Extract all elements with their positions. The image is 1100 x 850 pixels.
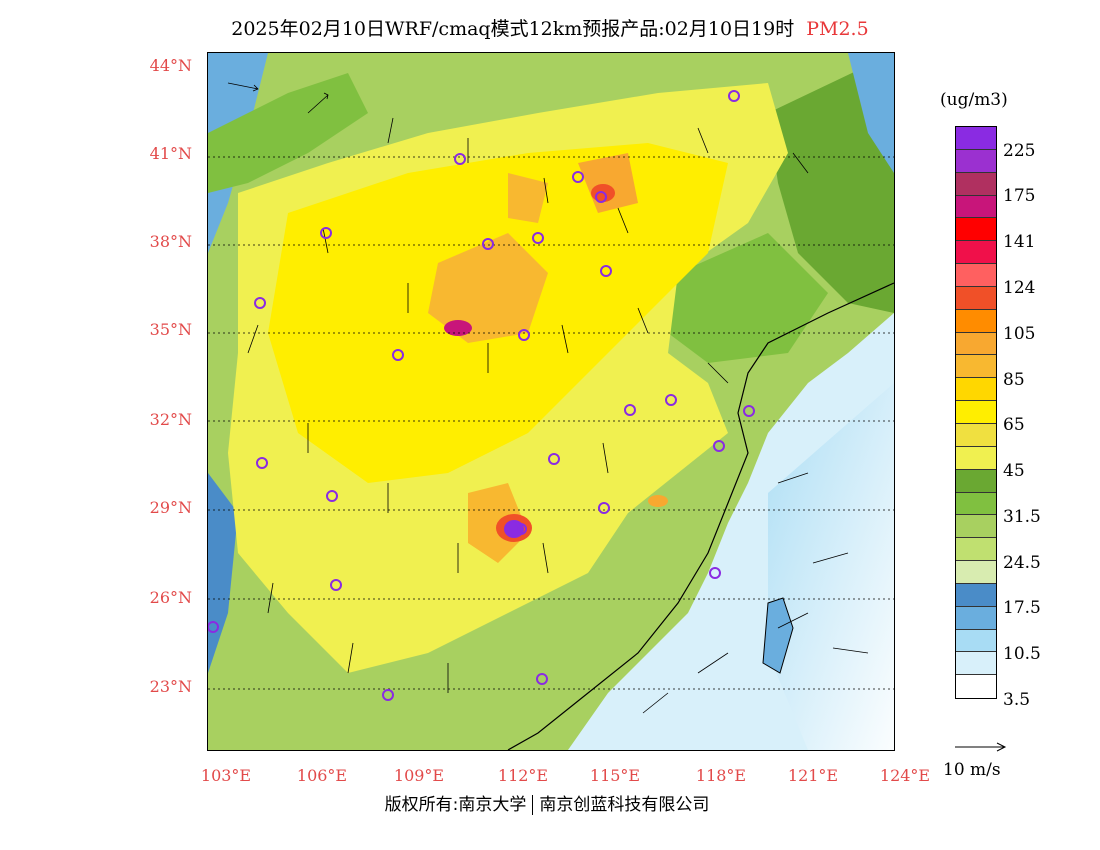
color-bar-swatch: [956, 264, 996, 287]
legend-unit: (ug/m3): [940, 90, 1008, 110]
lon-label: 109°E: [393, 766, 445, 785]
color-bar-swatch: [956, 309, 996, 333]
legend-label: 225: [1003, 141, 1036, 161]
lat-label: 41°N: [149, 144, 192, 163]
color-bar-swatch: [956, 469, 996, 493]
color-bar-swatch: [956, 515, 996, 539]
legend-label: 65: [1003, 415, 1025, 435]
color-bar-swatch: [956, 423, 996, 447]
color-bar-swatch: [956, 538, 996, 562]
pm25-map: [207, 52, 895, 751]
legend-label: 17.5: [1003, 598, 1041, 618]
lon-label: 118°E: [695, 766, 747, 785]
legend-label: 175: [1003, 186, 1036, 206]
reference-vector-label: 10 m/s: [943, 760, 1001, 780]
legend-label: 105: [1003, 324, 1036, 344]
lat-label: 35°N: [149, 320, 192, 339]
map-title: 2025年02月10日WRF/cmaq模式12km预报产品:02月10日19时 P…: [0, 14, 1100, 41]
color-bar-swatch: [956, 378, 996, 402]
color-bar-swatch: [956, 286, 996, 310]
lon-label: 112°E: [497, 766, 549, 785]
color-bar-swatch: [956, 583, 996, 607]
copyright-right: 南京创蓝科技有限公司: [532, 795, 710, 815]
city-markers: [208, 90, 755, 701]
color-bar-swatch: [956, 218, 996, 242]
color-bar-swatch: [956, 332, 996, 356]
color-bar-swatch: [956, 675, 996, 699]
color-bar-swatch: [956, 492, 996, 516]
lat-label: 23°N: [149, 677, 192, 696]
lon-label: 121°E: [787, 766, 839, 785]
legend-label: 24.5: [1003, 553, 1041, 573]
lat-label: 44°N: [149, 56, 192, 75]
lat-label: 26°N: [149, 588, 192, 607]
legend-label: 85: [1003, 370, 1025, 390]
concentration-field: [208, 53, 894, 750]
legend-label: 10.5: [1003, 644, 1041, 664]
lat-label: 32°N: [149, 410, 192, 429]
copyright-footer: 版权所有:南京大学 南京创蓝科技有限公司: [0, 790, 1100, 815]
legend-label: 124: [1003, 278, 1036, 298]
legend-label: 3.5: [1003, 690, 1031, 710]
copyright-left: 版权所有:南京大学: [384, 795, 527, 815]
lat-label: 38°N: [149, 232, 192, 251]
color-bar-swatch: [956, 561, 996, 584]
color-bar-swatch: [956, 401, 996, 424]
lon-label: 115°E: [589, 766, 641, 785]
lon-label: 103°E: [200, 766, 252, 785]
legend-label: 31.5: [1003, 507, 1041, 527]
title-pollutant: PM2.5: [806, 18, 869, 40]
title-main: 2025年02月10日WRF/cmaq模式12km预报产品:02月10日19时: [231, 18, 795, 40]
color-bar-swatch: [956, 446, 996, 470]
color-bar-swatch: [956, 241, 996, 265]
legend-label: 45: [1003, 461, 1025, 481]
color-bar-swatch: [956, 629, 996, 653]
color-bar-swatch: [956, 606, 996, 630]
legend-label: 141: [1003, 232, 1036, 252]
color-bar-swatch: [956, 652, 996, 676]
lon-label: 124°E: [879, 766, 931, 785]
wind-vectors: [227, 82, 869, 714]
lat-label: 29°N: [149, 498, 192, 517]
reference-vector-arrow: [955, 742, 1007, 752]
color-bar-swatch: [956, 127, 996, 150]
color-bar-swatch: [956, 149, 996, 173]
color-bar-swatch: [956, 355, 996, 379]
color-bar-swatch: [956, 195, 996, 219]
color-bar: [955, 126, 997, 700]
lon-label: 106°E: [296, 766, 348, 785]
color-bar-swatch: [956, 172, 996, 196]
